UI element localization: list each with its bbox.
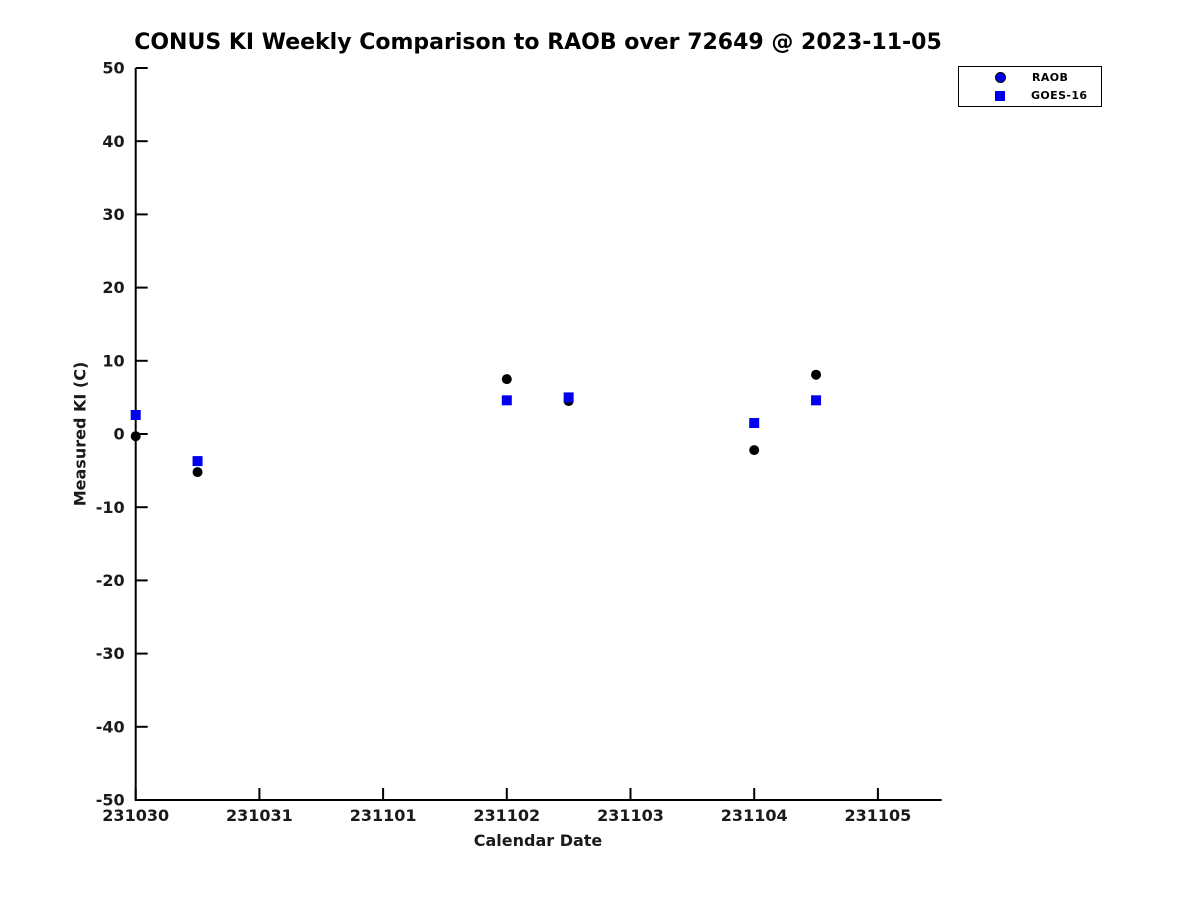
raob-point xyxy=(811,369,822,380)
goes-16-point xyxy=(563,392,574,403)
x-axis-label: Calendar Date xyxy=(473,831,603,850)
raob-point xyxy=(749,445,760,456)
y-axis-tick-label: 0 xyxy=(114,425,125,444)
goes-16-point xyxy=(811,395,822,406)
x-axis-tick-label: 231031 xyxy=(226,806,293,825)
y-axis-tick-label: 20 xyxy=(102,278,124,297)
x-axis-tick-label: 231101 xyxy=(350,806,417,825)
y-axis-tick-label: -50 xyxy=(96,791,125,810)
x-axis-tick-label: 231105 xyxy=(845,806,912,825)
y-axis-tick-label: 10 xyxy=(102,351,124,370)
y-axis-tick-label: 40 xyxy=(102,132,124,151)
legend-box: RAOB GOES-16 xyxy=(958,66,1102,107)
y-axis-tick-label: 50 xyxy=(102,59,124,78)
legend-label-goes16: GOES-16 xyxy=(1031,89,1088,103)
square-marker-icon xyxy=(995,90,1005,101)
legend-label-raob: RAOB xyxy=(1032,70,1069,84)
y-axis-tick-label: -40 xyxy=(96,717,125,736)
goes-16-point xyxy=(192,456,203,467)
raob-point xyxy=(501,374,512,385)
circle-marker-icon xyxy=(995,71,1006,83)
y-axis-tick-label: -30 xyxy=(96,644,125,663)
y-axis-tick-label: -20 xyxy=(96,571,125,590)
axis-lines xyxy=(134,68,942,801)
legend-row-goes16: GOES-16 xyxy=(959,88,1101,104)
y-axis-tick-label: -10 xyxy=(96,498,125,517)
y-axis-label: Measured KI (C) xyxy=(70,361,90,507)
x-axis-tick-label: 231030 xyxy=(102,806,169,825)
y-axis-tick-label: 30 xyxy=(102,205,124,224)
x-axis-tick-label: 231103 xyxy=(597,806,664,825)
chart-title: CONUS KI Weekly Comparison to RAOB over … xyxy=(134,30,942,55)
raob-point xyxy=(130,431,141,442)
legend-row-raob: RAOB xyxy=(959,69,1101,85)
raob-point xyxy=(192,467,203,478)
x-axis-tick-label: 231102 xyxy=(473,806,540,825)
goes-16-point xyxy=(501,395,512,406)
goes-16-point xyxy=(749,418,760,429)
x-axis-tick-label: 231104 xyxy=(721,806,788,825)
goes-16-point xyxy=(130,409,141,420)
